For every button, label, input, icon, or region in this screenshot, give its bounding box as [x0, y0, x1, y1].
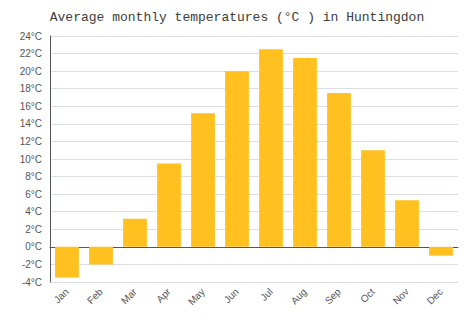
svg-text:May: May [186, 286, 207, 307]
svg-text:-4°C: -4°C [22, 277, 42, 288]
svg-text:22°C: 22°C [20, 48, 42, 59]
svg-text:Jan: Jan [52, 286, 71, 305]
svg-text:0°C: 0°C [25, 241, 42, 252]
svg-text:Mar: Mar [119, 286, 139, 306]
svg-text:4°C: 4°C [25, 206, 42, 217]
svg-text:24°C: 24°C [20, 31, 42, 42]
svg-text:Nov: Nov [391, 286, 411, 306]
svg-text:Average monthly temperatures (: Average monthly temperatures (°C ) in Hu… [50, 10, 424, 25]
svg-text:Oct: Oct [358, 286, 377, 305]
svg-text:12°C: 12°C [20, 136, 42, 147]
svg-text:Dec: Dec [425, 286, 445, 306]
svg-text:2°C: 2°C [25, 224, 42, 235]
svg-text:Sep: Sep [323, 286, 344, 307]
svg-text:10°C: 10°C [20, 154, 42, 165]
svg-text:Jul: Jul [258, 286, 275, 303]
svg-text:Feb: Feb [85, 286, 105, 306]
svg-text:Apr: Apr [154, 286, 173, 305]
svg-text:16°C: 16°C [20, 101, 42, 112]
svg-text:Jun: Jun [222, 286, 241, 305]
svg-text:14°C: 14°C [20, 118, 42, 129]
svg-text:18°C: 18°C [20, 83, 42, 94]
svg-text:Aug: Aug [289, 286, 309, 306]
svg-text:20°C: 20°C [20, 66, 42, 77]
svg-text:6°C: 6°C [25, 189, 42, 200]
svg-text:8°C: 8°C [25, 171, 42, 182]
svg-text:-2°C: -2°C [22, 259, 42, 270]
